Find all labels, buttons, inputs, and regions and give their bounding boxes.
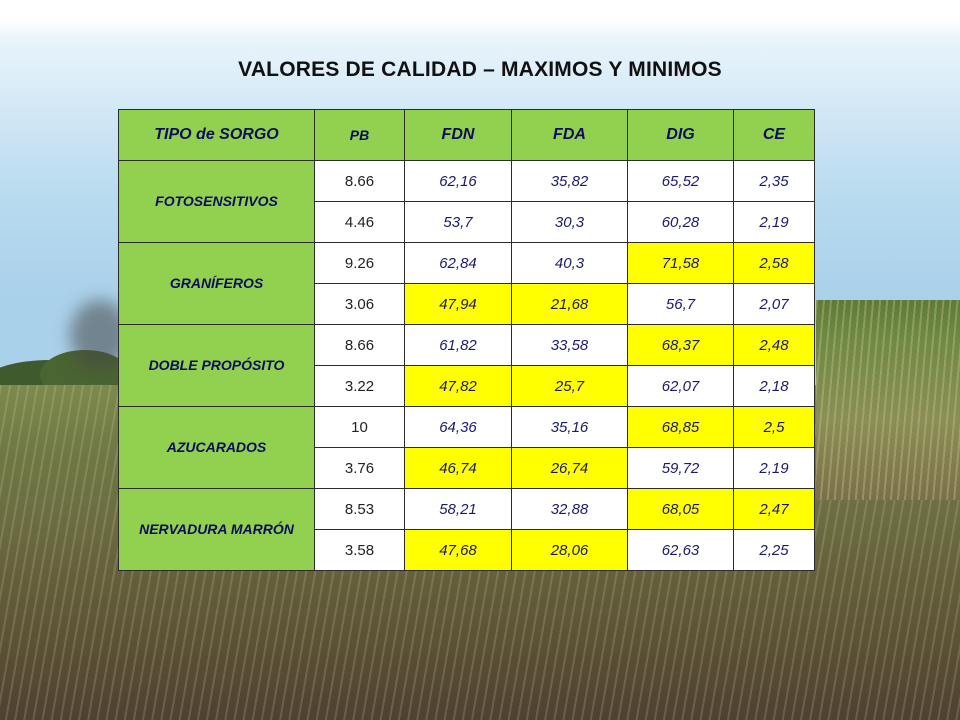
header-fdn: FDN [404, 109, 512, 161]
dig-cell: 59,72 [627, 447, 734, 489]
dig-cell: 65,52 [627, 160, 734, 202]
fda-cell: 26,74 [511, 447, 628, 489]
pb-cell: 4.46 [314, 201, 405, 243]
fdn-cell: 62,84 [404, 242, 512, 284]
ce-cell: 2,07 [733, 283, 815, 325]
category-nervadura-marron: NERVADURA MARRÓN [118, 488, 315, 571]
dig-cell: 68,85 [627, 406, 734, 448]
ce-cell: 2,19 [733, 447, 815, 489]
ce-cell: 2,25 [733, 529, 815, 571]
fda-cell: 30,3 [511, 201, 628, 243]
fdn-cell: 58,21 [404, 488, 512, 530]
pb-cell: 9.26 [314, 242, 405, 284]
fda-cell: 35,82 [511, 160, 628, 202]
ce-cell: 2,48 [733, 324, 815, 366]
pb-cell: 8.53 [314, 488, 405, 530]
fdn-cell: 64,36 [404, 406, 512, 448]
table-row: GRANÍFEROS 9.26 62,84 40,3 71,58 2,58 [118, 242, 815, 325]
table-row: NERVADURA MARRÓN 8.53 58,21 32,88 68,05 … [118, 488, 815, 571]
fda-cell: 25,7 [511, 365, 628, 407]
table-row: 3.06 47,94 21,68 56,7 2,07 [119, 283, 815, 325]
ce-cell: 2,58 [733, 242, 815, 284]
fda-cell: 40,3 [511, 242, 628, 284]
header-dig: DIG [627, 109, 734, 161]
ce-cell: 2,5 [733, 406, 815, 448]
dig-cell: 68,05 [627, 488, 734, 530]
header-fda: FDA [511, 109, 628, 161]
fda-cell: 21,68 [511, 283, 628, 325]
slide-title: VALORES DE CALIDAD – MAXIMOS Y MINIMOS [238, 58, 722, 81]
dig-cell: 60,28 [627, 201, 734, 243]
corn-field [816, 300, 960, 500]
pb-cell: 3.58 [314, 529, 405, 571]
fda-cell: 28,06 [511, 529, 628, 571]
category-graniferos: GRANÍFEROS [118, 242, 315, 325]
table-row: 3.58 47,68 28,06 62,63 2,25 [119, 529, 815, 571]
table-row: FOTOSENSITIVOS 8.66 62,16 35,82 65,52 2,… [118, 160, 815, 243]
fda-cell: 32,88 [511, 488, 628, 530]
fdn-cell: 62,16 [404, 160, 512, 202]
header-row: TIPO de SORGO PB FDN FDA DIG CE [118, 109, 815, 161]
table-row: DOBLE PROPÓSITO 8.66 61,82 33,58 68,37 2… [118, 324, 815, 407]
ce-cell: 2,19 [733, 201, 815, 243]
dig-cell: 68,37 [627, 324, 734, 366]
ce-cell: 2,18 [733, 365, 815, 407]
ce-cell: 2,47 [733, 488, 815, 530]
quality-table: TIPO de SORGO PB FDN FDA DIG CE FOTOSENS… [118, 109, 815, 571]
fda-cell: 35,16 [511, 406, 628, 448]
fdn-cell: 47,68 [404, 529, 512, 571]
category-azucarados: AZUCARADOS [118, 406, 315, 489]
ce-cell: 2,35 [733, 160, 815, 202]
pb-cell: 3.76 [314, 447, 405, 489]
fdn-cell: 61,82 [404, 324, 512, 366]
table-row: 4.46 53,7 30,3 60,28 2,19 [119, 201, 815, 243]
fdn-cell: 47,94 [404, 283, 512, 325]
category-fotosensitivos: FOTOSENSITIVOS [118, 160, 315, 243]
dig-cell: 62,07 [627, 365, 734, 407]
header-pb: PB [314, 109, 405, 161]
pb-cell: 8.66 [314, 324, 405, 366]
header-ce: CE [733, 109, 815, 161]
table-row: 3.76 46,74 26,74 59,72 2,19 [119, 447, 815, 489]
header-tipo-sorgo: TIPO de SORGO [118, 109, 315, 161]
dig-cell: 56,7 [627, 283, 734, 325]
pb-cell: 8.66 [314, 160, 405, 202]
fdn-cell: 46,74 [404, 447, 512, 489]
category-doble-proposito: DOBLE PROPÓSITO [118, 324, 315, 407]
dig-cell: 71,58 [627, 242, 734, 284]
pb-cell: 3.06 [314, 283, 405, 325]
pb-cell: 3.22 [314, 365, 405, 407]
table-row: AZUCARADOS 10 64,36 35,16 68,85 2,5 [118, 406, 815, 489]
dig-cell: 62,63 [627, 529, 734, 571]
table-row: 3.22 47,82 25,7 62,07 2,18 [119, 365, 815, 407]
fda-cell: 33,58 [511, 324, 628, 366]
pb-cell: 10 [314, 406, 405, 448]
fdn-cell: 47,82 [404, 365, 512, 407]
fdn-cell: 53,7 [404, 201, 512, 243]
